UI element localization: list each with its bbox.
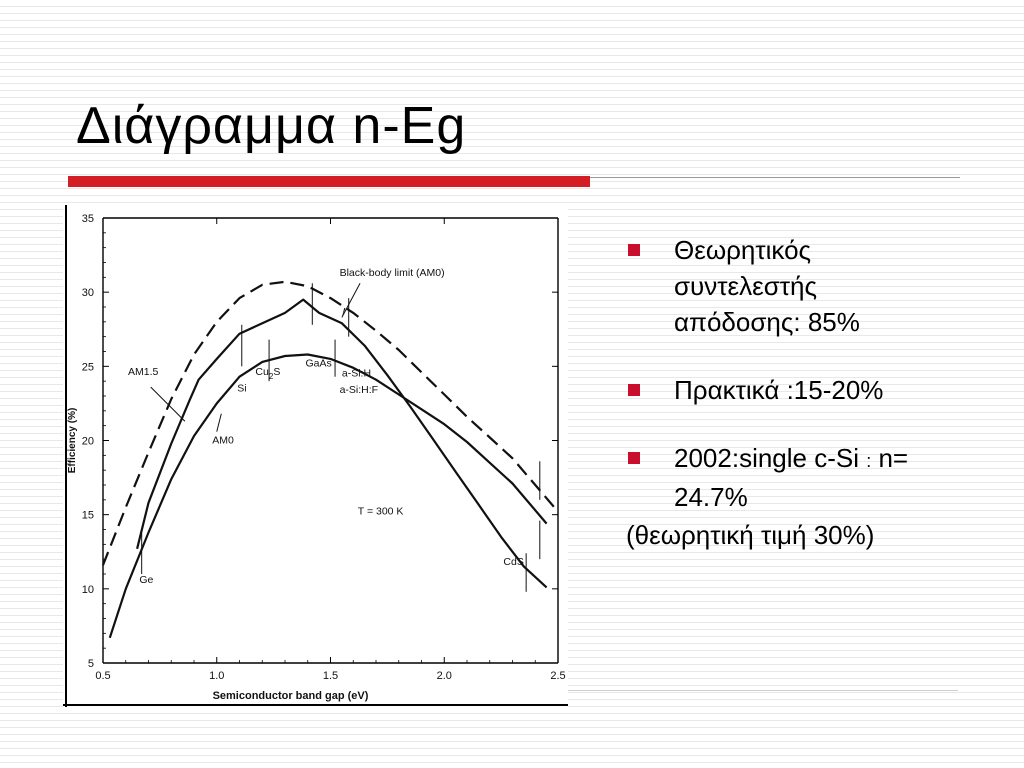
plot-layer: 5 10 15 20 25 30 35 0.5 1.0 1.5 2.0 2.5 Semiconducto… bbox=[67, 213, 566, 702]
bottom-divider-line bbox=[568, 690, 958, 691]
y-tick-label: 25 bbox=[82, 361, 94, 373]
x-tick-label: 1.0 bbox=[209, 670, 224, 682]
chart-background bbox=[63, 205, 568, 707]
chart-annotation-label: AM1.5 bbox=[128, 366, 159, 378]
bullet-text-line: 2002:single c-Si : n= bbox=[674, 440, 1006, 479]
chart-annotation-label: AM0 bbox=[212, 434, 234, 446]
x-tick-label: 2.0 bbox=[437, 670, 452, 682]
y-axis-title: Efficiency (%) bbox=[67, 408, 78, 474]
chart-svg: 5 10 15 20 25 30 35 0.5 1.0 1.5 2.0 2.5 Semiconducto… bbox=[63, 205, 568, 707]
chart-annotation-label: T = 300 K bbox=[358, 506, 404, 518]
slide-title: Διάγραμμα n-Eg bbox=[76, 97, 467, 155]
bullet-text-line: Θεωρητικός bbox=[674, 235, 812, 265]
y-tick-label: 30 bbox=[82, 287, 94, 299]
chart-annotation-label: Ge bbox=[139, 574, 153, 586]
y-tick-label: 35 bbox=[82, 213, 94, 225]
chart-annotation-label: a-Si:H bbox=[342, 368, 371, 380]
chart-annotation-label: CdS bbox=[503, 556, 523, 568]
bullet-text-line: Πρακτικά :15-20% bbox=[674, 375, 884, 405]
red-square-bullet-icon bbox=[628, 452, 640, 464]
bullet-item-2002: 2002:single c-Si : n= 24.7% bbox=[626, 440, 1006, 515]
series-line-am0 bbox=[108, 353, 548, 639]
title-divider-line bbox=[590, 177, 960, 178]
bullet-text-part: n= bbox=[871, 443, 909, 473]
annotation-leader-line bbox=[150, 386, 186, 422]
efficiency-vs-bandgap-chart: 5 10 15 20 25 30 35 0.5 1.0 1.5 2.0 2.5 Semiconducto… bbox=[63, 205, 568, 707]
title-accent-bar bbox=[68, 176, 590, 187]
bullet-text-line: 24.7% bbox=[674, 482, 748, 512]
y-tick-label: 20 bbox=[82, 436, 94, 448]
bullet-item-theoretical: Θεωρητικός συντελεστής απόδοσης: 85% bbox=[626, 232, 1006, 340]
bullet-text-line: συντελεστής bbox=[674, 271, 818, 301]
bullet-item-practical: Πρακτικά :15-20% bbox=[626, 372, 1006, 408]
x-tick-label: 0.5 bbox=[95, 670, 110, 682]
chart-annotation-label: GaAs bbox=[305, 357, 331, 369]
chart-annotation-label: a-Si:H:F bbox=[340, 384, 379, 396]
x-axis-title: Semiconductor band gap (eV) bbox=[213, 690, 369, 702]
theoretical-value-note: (θεωρητική τιμή 30%) bbox=[626, 520, 875, 550]
bullet-text-colon: : bbox=[866, 451, 872, 471]
bullet-list: Θεωρητικός συντελεστής απόδοσης: 85% Πρα… bbox=[626, 232, 1006, 553]
chart-annotation-label: Si bbox=[237, 383, 246, 395]
x-tick-label: 1.5 bbox=[323, 670, 338, 682]
x-tick-label: 2.5 bbox=[550, 670, 565, 682]
y-tick-label: 15 bbox=[82, 510, 94, 522]
series-line-am1-5 bbox=[136, 298, 548, 589]
chart-annotation-cu2s: Cu2S bbox=[255, 366, 280, 381]
red-square-bullet-icon bbox=[628, 244, 640, 256]
red-square-bullet-icon bbox=[628, 384, 640, 396]
series-line-black-body-limit-am0 bbox=[101, 280, 559, 566]
bullet-text-line: απόδοσης: 85% bbox=[674, 307, 860, 337]
annotation-leader-line bbox=[341, 283, 361, 318]
annotation-leader-line bbox=[216, 413, 222, 432]
bullet-text-part: 2002:single c-Si bbox=[674, 443, 867, 473]
y-tick-label: 5 bbox=[88, 658, 94, 670]
annotation-arrowhead bbox=[341, 307, 346, 318]
y-tick-label: 10 bbox=[82, 584, 94, 596]
chart-annotation-label: Black-body limit (AM0) bbox=[340, 267, 445, 279]
